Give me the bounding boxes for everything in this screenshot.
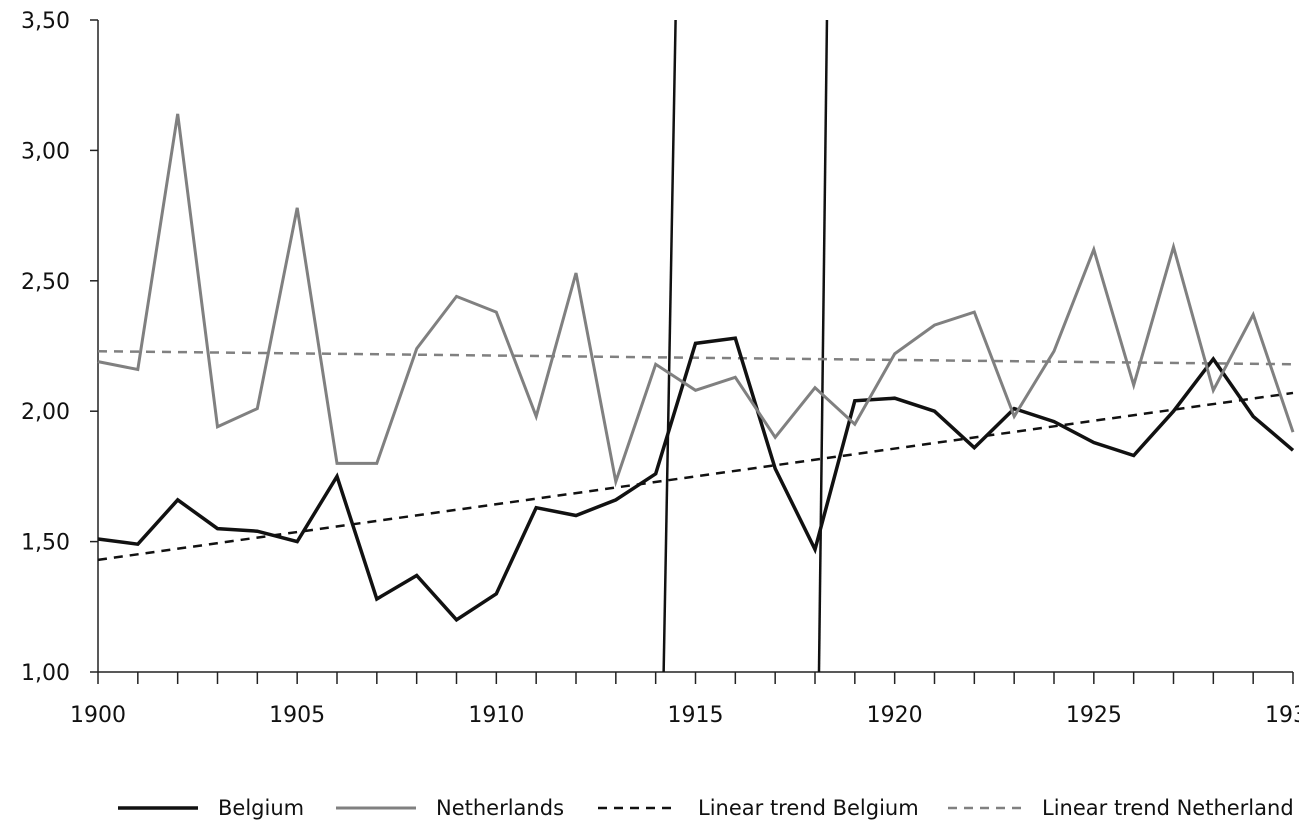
series-line-belgium — [97, 336, 1295, 623]
legend-label: Belgium — [218, 796, 304, 820]
y-tick-label: 2,00 — [21, 400, 70, 425]
x-tick-label: 1925 — [1066, 703, 1122, 728]
legend-label: Linear trend Netherland — [1042, 796, 1294, 820]
y-tick-label: 3,50 — [21, 9, 70, 34]
x-tick-label: 1910 — [468, 703, 524, 728]
legend-label: Netherlands — [436, 796, 564, 820]
y-tick-label: 2,50 — [21, 270, 70, 295]
y-axis: 1,00 1,50 2,00 2,50 3,00 3,50 — [21, 9, 99, 686]
y-tick-label: 1,00 — [21, 661, 70, 686]
legend: Belgium Netherlands Linear trend Belgium Li… — [118, 796, 1294, 820]
plot-area — [97, 19, 1295, 673]
x-axis: 1900 1905 1910 1915 1920 1925 1930 — [70, 671, 1299, 728]
period-marker-line — [662, 19, 677, 673]
legend-label: Linear trend Belgium — [698, 796, 919, 820]
x-tick-label: 1900 — [70, 703, 126, 728]
x-tick-label: 1930 — [1265, 703, 1299, 728]
x-tick-label: 1915 — [668, 703, 724, 728]
series-line-netherlands — [97, 113, 1295, 488]
series-line-linear-trend-netherland — [97, 349, 1294, 366]
x-tick-label: 1920 — [867, 703, 923, 728]
period-marker-line — [817, 19, 829, 673]
x-tick-label: 1905 — [269, 703, 325, 728]
y-tick-label: 1,50 — [21, 531, 70, 556]
y-tick-label: 3,00 — [21, 139, 70, 164]
